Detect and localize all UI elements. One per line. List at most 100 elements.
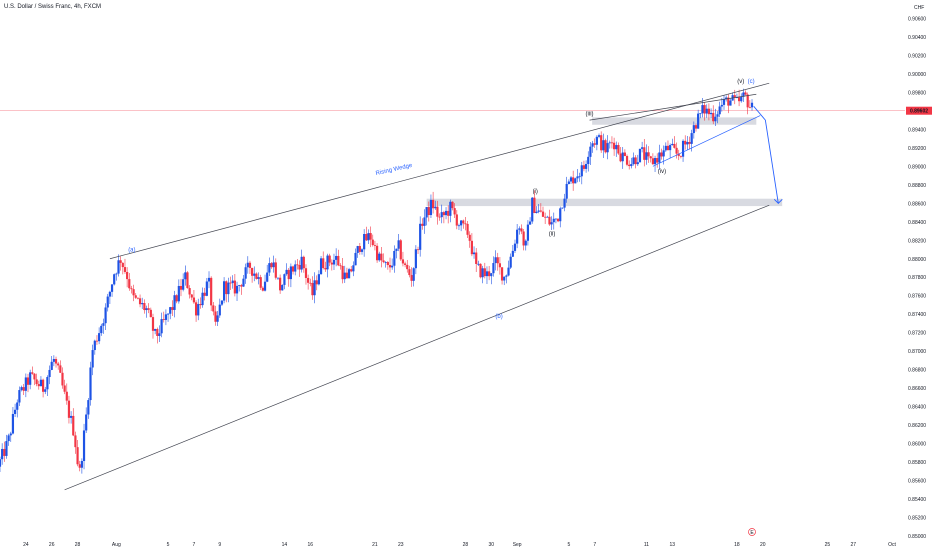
candle-down (233, 280, 236, 294)
candle-down (382, 260, 385, 263)
candle-up (681, 140, 685, 157)
candle-down (733, 95, 736, 98)
candle-up (690, 133, 693, 144)
candle-down (470, 240, 473, 255)
candle-up (352, 265, 355, 272)
candle-up (393, 250, 396, 266)
candle-down (287, 269, 290, 280)
wave-label: (iv) (658, 169, 666, 175)
candle-up (18, 390, 21, 403)
candle-up (423, 217, 426, 226)
candle-down (604, 140, 607, 153)
candle-down (371, 239, 374, 246)
candle-down (65, 391, 68, 401)
candle-up (220, 300, 224, 305)
candle-down (175, 295, 178, 302)
candle-up (750, 102, 754, 108)
candle-down (248, 262, 252, 268)
candle-down (136, 297, 140, 299)
candle-up (645, 152, 648, 160)
candle-up (300, 256, 303, 270)
candle-down (143, 303, 146, 311)
candle-up (169, 307, 172, 314)
y-tick-label: 0.86000 (908, 442, 926, 448)
candle-up (518, 228, 521, 230)
candle-up (425, 207, 428, 218)
candle-up (294, 264, 297, 272)
candle-up (528, 221, 532, 225)
candle-up (85, 414, 88, 431)
candle-up (561, 207, 564, 209)
candle-up (222, 281, 226, 301)
candle-down (548, 216, 551, 225)
candle-up (313, 280, 316, 296)
candle-down (406, 264, 409, 270)
candle-up (434, 206, 437, 209)
candle-down (707, 108, 711, 115)
x-tick-label: 18 (734, 542, 740, 548)
candle-up (584, 164, 588, 169)
candle-up (102, 323, 105, 326)
y-tick-label: 0.89000 (908, 164, 926, 170)
candle-up (384, 262, 387, 263)
candle-down (188, 288, 191, 295)
candle-down (498, 263, 502, 268)
candle-up (597, 135, 601, 137)
y-tick-label: 0.85800 (908, 460, 926, 466)
candle-up (205, 281, 208, 296)
candle-down (315, 280, 318, 285)
candle-up (485, 271, 489, 277)
candle-down (375, 245, 379, 261)
candle-down (339, 265, 342, 267)
x-tick-label: 9 (218, 542, 221, 548)
candle-up (283, 274, 286, 285)
candle-down (556, 218, 560, 222)
candle-down (302, 256, 305, 269)
candle-up (718, 106, 721, 115)
candle-up (164, 314, 168, 320)
candle-down (539, 210, 542, 212)
candle-down (369, 233, 372, 240)
x-tick-label: 5 (567, 542, 570, 548)
candle-up (503, 276, 506, 281)
candle-down (251, 267, 254, 276)
x-tick-label: 30 (489, 542, 495, 548)
candle-down (37, 384, 40, 387)
candle-up (110, 284, 114, 292)
candle-up (89, 367, 92, 401)
candle-up (565, 183, 568, 199)
candle-down (214, 311, 217, 322)
candle-down (436, 206, 439, 217)
candle-up (595, 136, 598, 145)
x-tick-label: 26 (49, 542, 55, 548)
y-tick-label: 0.90600 (908, 16, 926, 22)
wave-label: (b) (495, 314, 502, 320)
candle-up (319, 258, 323, 275)
candle-down (416, 249, 420, 251)
candle-down (386, 262, 389, 266)
trendline-wedge-upper (109, 82, 770, 260)
y-tick-label: 0.87600 (908, 294, 926, 300)
candle-down (744, 92, 747, 95)
x-tick-label: 23 (398, 542, 404, 548)
x-tick-label: 25 (825, 542, 831, 548)
candle-down (76, 447, 79, 465)
candle-down (427, 207, 430, 216)
candle-up (7, 435, 10, 442)
candle-up (554, 218, 558, 220)
candle-up (516, 229, 519, 244)
candle-up (367, 233, 370, 241)
wave-label: (ii) (549, 232, 556, 238)
candle-down (132, 289, 135, 296)
candle-up (722, 99, 726, 105)
candle-up (317, 274, 321, 285)
candle-up (692, 125, 695, 134)
candle-up (244, 267, 247, 279)
candle-up (0, 459, 2, 467)
candle-down (410, 275, 413, 281)
candle-up (653, 158, 657, 165)
x-tick-label: 5 (167, 542, 170, 548)
candle-down (186, 272, 189, 289)
